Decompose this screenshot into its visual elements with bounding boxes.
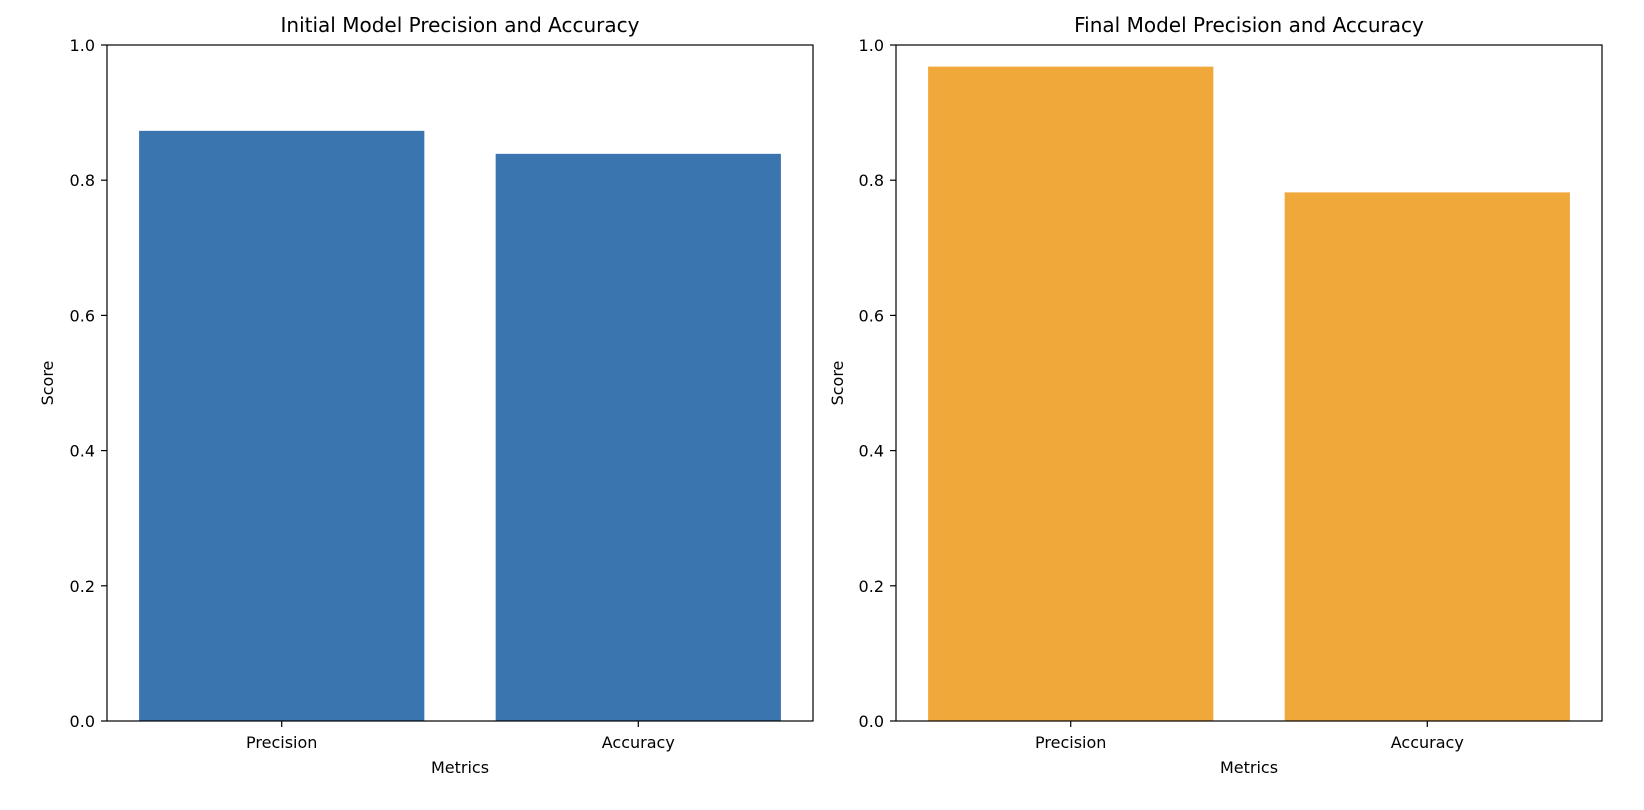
x-axis-label: Metrics <box>431 758 489 777</box>
y-tick-label: 0.0 <box>859 712 884 731</box>
y-tick-label: 0.4 <box>859 442 884 461</box>
x-axis-label: Metrics <box>1220 758 1278 777</box>
y-tick-label: 0.8 <box>859 171 884 190</box>
y-axis-label: Score <box>38 361 57 406</box>
y-axis-ticks: 0.0 0.2 0.4 0.6 0.8 1.0 <box>70 36 107 731</box>
plot-frame <box>106 44 814 722</box>
y-tick-label: 0.2 <box>70 577 95 596</box>
bar-precision <box>139 130 425 722</box>
x-tick-label: Accuracy <box>602 733 675 752</box>
x-tick-label: Accuracy <box>1391 733 1464 752</box>
y-tick-label: 1.0 <box>859 36 884 55</box>
x-tick-label: Precision <box>246 733 317 752</box>
bar-accuracy <box>1284 192 1570 721</box>
y-tick-label: 1.0 <box>70 36 95 55</box>
chart-title: Initial Model Precision and Accuracy <box>281 13 640 37</box>
y-tick-label: 0.6 <box>70 306 95 325</box>
y-tick-label: 0.4 <box>70 442 95 461</box>
y-tick-label: 0.8 <box>70 171 95 190</box>
y-axis-label: Score <box>828 361 847 406</box>
x-axis-ticks: Precision Accuracy <box>246 721 675 752</box>
y-tick-label: 0.0 <box>70 712 95 731</box>
chart-title: Final Model Precision and Accuracy <box>1074 13 1424 37</box>
x-tick-label: Precision <box>1035 733 1106 752</box>
y-axis-ticks: 0.0 0.2 0.4 0.6 0.8 1.0 <box>859 36 896 731</box>
plot-frame <box>895 44 1603 722</box>
bar-group <box>139 130 781 722</box>
y-tick-label: 0.6 <box>859 306 884 325</box>
x-axis-ticks: Precision Accuracy <box>1035 721 1464 752</box>
initial-model-chart: Initial Model Precision and Accuracy 0.0… <box>38 13 814 777</box>
bar-precision <box>928 66 1214 721</box>
y-tick-label: 0.2 <box>859 577 884 596</box>
final-model-chart: Final Model Precision and Accuracy 0.00.… <box>828 13 1603 777</box>
bar-accuracy <box>495 153 781 722</box>
bar-group <box>928 66 1570 721</box>
